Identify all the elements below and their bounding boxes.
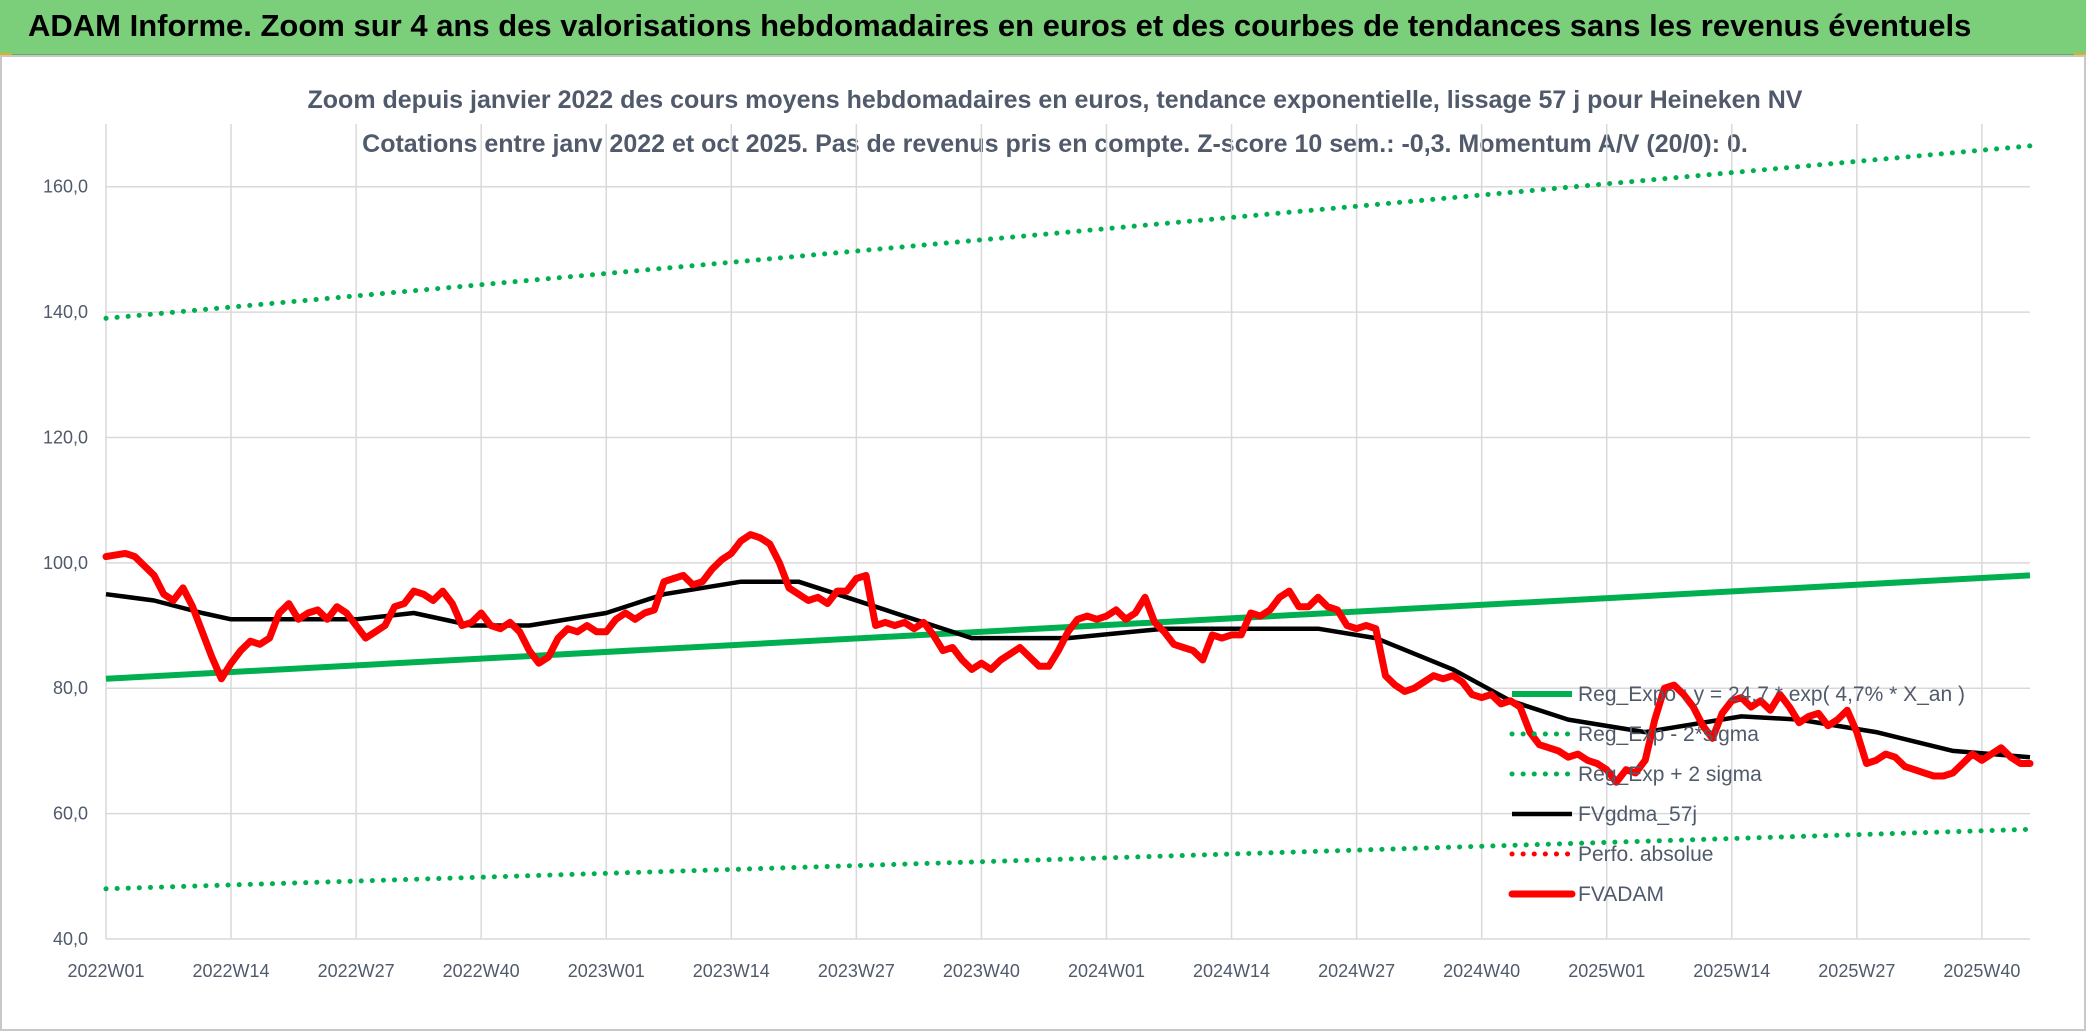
chart-subtitle: Cotations entre janv 2022 et oct 2025. P… [362, 130, 1748, 158]
series-line-1 [103, 826, 2033, 892]
y-tick-label: 60,0 [53, 804, 88, 824]
legend: Reg_Expo : y = 24,7 * exp( 4,7% * X_an )… [1508, 683, 1965, 906]
legend-label: Reg_Exp - 2*sigma [1578, 723, 1759, 746]
legend-label: Reg_Expo : y = 24,7 * exp( 4,7% * X_an ) [1578, 683, 1965, 706]
banner-title: ADAM Informe. Zoom sur 4 ans des valoris… [28, 8, 1972, 43]
legend-label: Perfo. absolue [1578, 843, 1713, 866]
legend-label: Reg_Exp + 2 sigma [1578, 763, 1762, 786]
x-tick-label: 2025W27 [1818, 961, 1895, 981]
y-tick-label: 100,0 [43, 553, 88, 573]
y-tick-label: 80,0 [53, 678, 88, 698]
x-tick-label: 2024W40 [1443, 961, 1520, 981]
x-tick-label: 2022W01 [67, 961, 144, 981]
x-tick-label: 2023W27 [818, 961, 895, 981]
series-line-2 [103, 143, 2033, 321]
series-line-5 [102, 531, 2034, 786]
x-tick-label: 2023W01 [568, 961, 645, 981]
title-banner: ADAM Informe. Zoom sur 4 ans des valoris… [0, 0, 2086, 55]
legend-label: FVgdma_57j [1578, 803, 1697, 826]
x-tick-label: 2025W14 [1693, 961, 1770, 981]
y-tick-label: 140,0 [43, 302, 88, 322]
x-axis: 2022W01 2022W14 2022W27 2022W40 2023W01 2023W… [67, 961, 2020, 981]
x-tick-label: 2024W27 [1318, 961, 1395, 981]
legend-label: FVADAM [1578, 883, 1664, 906]
y-tick-label: 160,0 [43, 177, 88, 197]
y-tick-label: 40,0 [53, 929, 88, 949]
series-lines [102, 143, 2034, 892]
x-tick-label: 2022W14 [193, 961, 270, 981]
x-tick-label: 2022W40 [443, 961, 520, 981]
y-tick-label: 120,0 [43, 427, 88, 447]
grid [105, 124, 2030, 940]
chart-title: Zoom depuis janvier 2022 des cours moyen… [308, 86, 1803, 114]
x-tick-label: 2025W40 [1943, 961, 2020, 981]
x-tick-label: 2025W01 [1568, 961, 1645, 981]
y-axis: 40,0 60,0 80,0 100,0 120,0 140,0 160,0 [43, 177, 88, 949]
x-tick-label: 2024W14 [1193, 961, 1270, 981]
x-tick-label: 2023W14 [693, 961, 770, 981]
x-tick-label: 2022W27 [318, 961, 395, 981]
x-tick-label: 2024W01 [1068, 961, 1145, 981]
x-tick-label: 2023W40 [943, 961, 1020, 981]
chart-frame [0, 55, 2086, 1031]
